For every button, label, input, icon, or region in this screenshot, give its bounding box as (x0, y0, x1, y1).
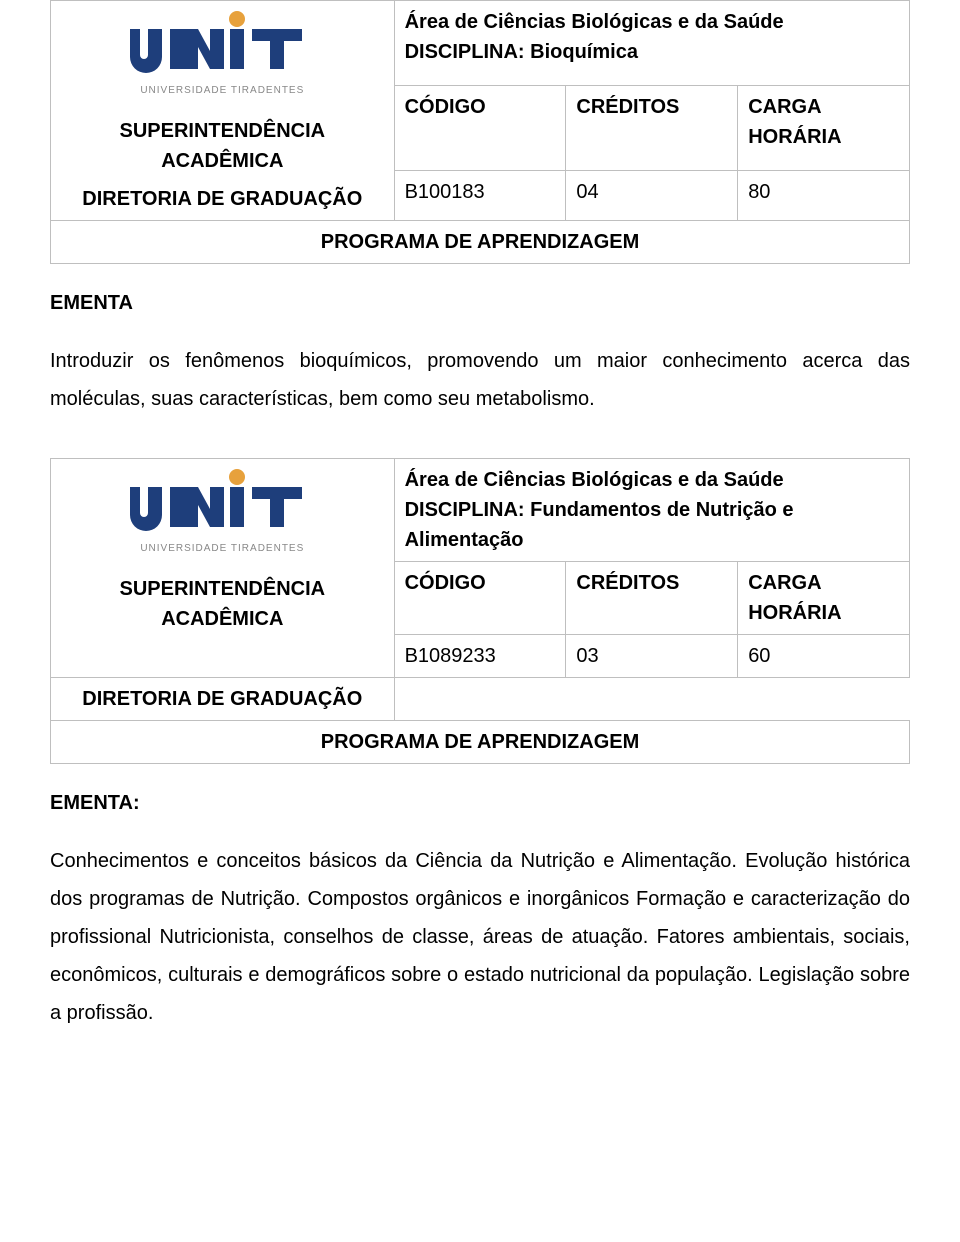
programa-label: PROGRAMA DE APRENDIZAGEM (51, 221, 910, 264)
area-label: Área de Ciências Biológicas e da Saúde (405, 7, 899, 37)
val-carga-2: 60 (738, 635, 910, 678)
diretoria-label-2: DIRETORIA DE GRADUAÇÃO (51, 678, 395, 721)
ementa-heading-1: EMENTA (50, 288, 910, 318)
val-codigo-2: B1089233 (394, 635, 566, 678)
col-creditos: CRÉDITOS (566, 85, 738, 170)
logo-cell: UNIVERSIDADE TIRADENTES SUPERINTENDÊNCIA… (51, 1, 395, 221)
val-creditos: 04 (566, 170, 738, 220)
ementa-text-1: Introduzir os fenômenos bioquímicos, pro… (50, 342, 910, 418)
superintendencia-label-2a: SUPERINTENDÊNCIA (61, 574, 384, 604)
col-codigo-2: CÓDIGO (394, 562, 566, 635)
col-codigo: CÓDIGO (394, 85, 566, 170)
course-header-table-1: UNIVERSIDADE TIRADENTES SUPERINTENDÊNCIA… (50, 0, 910, 264)
unit-logo-icon (122, 11, 322, 81)
area-disciplina-cell: Área de Ciências Biológicas e da Saúde D… (394, 1, 909, 86)
logo-subtitle-2: UNIVERSIDADE TIRADENTES (122, 541, 322, 556)
col-carga: CARGA HORÁRIA (738, 85, 910, 170)
col-creditos-2: CRÉDITOS (566, 562, 738, 635)
diretoria-label: DIRETORIA DE GRADUAÇÃO (61, 184, 384, 214)
unit-logo-2: UNIVERSIDADE TIRADENTES (122, 465, 322, 556)
empty-cell (394, 678, 909, 721)
unit-logo-icon-2 (122, 469, 322, 539)
disciplina-label: DISCIPLINA: Bioquímica (405, 37, 899, 67)
ementa-heading-2: EMENTA: (50, 788, 910, 818)
area-disciplina-cell-2: Área de Ciências Biológicas e da Saúde D… (394, 459, 909, 562)
area-label-2: Área de Ciências Biológicas e da Saúde (405, 465, 899, 495)
col-carga-2: CARGA HORÁRIA (738, 562, 910, 635)
programa-label-2: PROGRAMA DE APRENDIZAGEM (51, 721, 910, 764)
superintendencia-label-2b: ACADÊMICA (61, 604, 384, 634)
superintendencia-label: SUPERINTENDÊNCIA ACADÊMICA (61, 116, 384, 176)
course-header-table-2: UNIVERSIDADE TIRADENTES SUPERINTENDÊNCIA… (50, 458, 910, 764)
logo-cell-2: UNIVERSIDADE TIRADENTES SUPERINTENDÊNCIA… (51, 459, 395, 678)
unit-logo: UNIVERSIDADE TIRADENTES (122, 7, 322, 98)
logo-subtitle: UNIVERSIDADE TIRADENTES (122, 83, 322, 98)
val-carga: 80 (738, 170, 910, 220)
ementa-text-2: Conhecimentos e conceitos básicos da Ciê… (50, 842, 910, 1032)
val-creditos-2: 03 (566, 635, 738, 678)
disciplina-label-2: DISCIPLINA: Fundamentos de Nutrição e Al… (405, 495, 899, 555)
val-codigo: B100183 (394, 170, 566, 220)
